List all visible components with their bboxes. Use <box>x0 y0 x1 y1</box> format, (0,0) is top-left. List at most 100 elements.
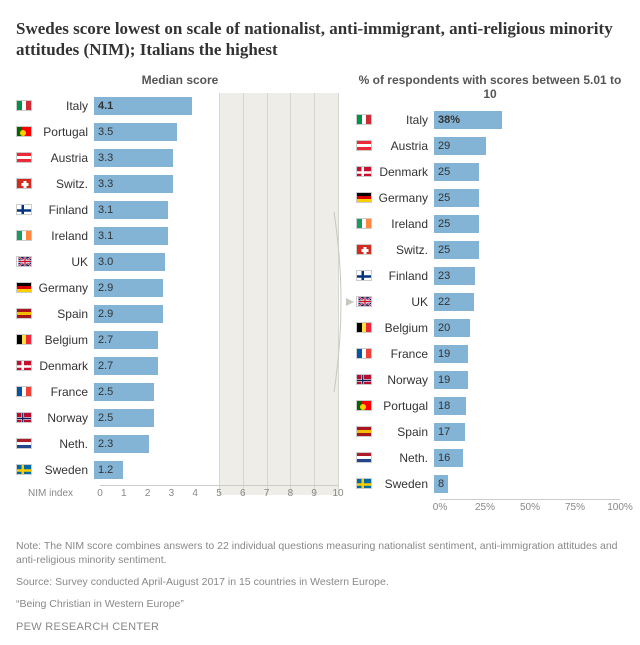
axis-tick: 7 <box>264 488 270 499</box>
bar-value: 2.5 <box>98 386 113 398</box>
bar: 2.7 <box>94 331 158 349</box>
bar-value: 3.3 <box>98 152 113 164</box>
bar-row: France 2.5 <box>16 381 344 403</box>
country-label: Norway <box>38 411 94 425</box>
bar-row: Belgium 20 <box>356 317 624 339</box>
flag-icon <box>356 114 372 125</box>
bar: 23 <box>434 267 475 285</box>
bar: 3.1 <box>94 227 168 245</box>
bar: 2.5 <box>94 409 154 427</box>
country-label: Germany <box>38 281 94 295</box>
flag-icon <box>356 192 372 203</box>
axis-tick: 25% <box>475 502 495 513</box>
country-label: Spain <box>38 307 94 321</box>
bar-value: 23 <box>438 270 450 282</box>
left-chart: Median score Italy4.1Portugal3.5Austria3… <box>16 73 344 531</box>
bar-value: 22 <box>438 296 450 308</box>
flag-icon <box>16 360 32 371</box>
bar-row: Sweden 1.2 <box>16 459 344 481</box>
bar-value: 3.5 <box>98 126 113 138</box>
left-chart-title: Median score <box>16 73 344 87</box>
bar-value: 8 <box>438 478 444 490</box>
flag-icon <box>16 308 32 319</box>
flag-icon <box>356 140 372 151</box>
left-axis: NIM index 012345678910 <box>100 485 338 517</box>
flag-icon <box>16 100 32 111</box>
flag-icon <box>16 464 32 475</box>
bar: 17 <box>434 423 465 441</box>
flag-icon <box>356 296 372 307</box>
country-label: Sweden <box>378 477 434 491</box>
flag-icon <box>356 452 372 463</box>
note-text: Note: The NIM score combines answers to … <box>16 539 624 567</box>
bar-value: 2.7 <box>98 360 113 372</box>
country-label: Sweden <box>38 463 94 477</box>
bar-row: UK22 <box>356 291 624 313</box>
bar-value: 20 <box>438 322 450 334</box>
bar-value: 2.9 <box>98 308 113 320</box>
bar-value: 3.1 <box>98 204 113 216</box>
flag-icon <box>16 126 32 137</box>
axis-tick: 0% <box>433 502 447 513</box>
bar: 19 <box>434 371 468 389</box>
bar-value: 38% <box>438 114 460 126</box>
bar: 3.3 <box>94 149 173 167</box>
bar-row: Italy4.1 <box>16 95 344 117</box>
country-label: Norway <box>378 373 434 387</box>
bar-value: 29 <box>438 140 450 152</box>
bar-row: Italy 38% <box>356 109 624 131</box>
axis-tick: 9 <box>311 488 317 499</box>
axis-tick: 1 <box>121 488 127 499</box>
bar-value: 2.7 <box>98 334 113 346</box>
bar-value: 25 <box>438 244 450 256</box>
bar: 3.1 <box>94 201 168 219</box>
axis-label: NIM index <box>28 488 73 499</box>
country-label: Belgium <box>378 321 434 335</box>
bar: 3.5 <box>94 123 177 141</box>
bar-row: Ireland 3.1 <box>16 225 344 247</box>
bar: 19 <box>434 345 468 363</box>
bar-row: Portugal18 <box>356 395 624 417</box>
bar-row: Neth.2.3 <box>16 433 344 455</box>
bar-row: Portugal3.5 <box>16 121 344 143</box>
country-label: Finland <box>378 269 434 283</box>
flag-icon <box>356 270 372 281</box>
flag-icon <box>16 178 32 189</box>
country-label: Ireland <box>38 229 94 243</box>
flag-icon <box>16 386 32 397</box>
bar-value: 3.0 <box>98 256 113 268</box>
bar-value: 3.1 <box>98 230 113 242</box>
bar-value: 16 <box>438 452 450 464</box>
axis-tick: 2 <box>145 488 151 499</box>
bar: 22 <box>434 293 474 311</box>
country-label: Neth. <box>378 451 434 465</box>
flag-icon <box>16 334 32 345</box>
country-label: Ireland <box>378 217 434 231</box>
axis-tick: 10 <box>332 488 343 499</box>
bar-row: Finland 23 <box>356 265 624 287</box>
bar-row: Sweden 8 <box>356 473 624 495</box>
bar: 4.1 <box>94 97 192 115</box>
bar-value: 2.5 <box>98 412 113 424</box>
flag-icon <box>356 322 372 333</box>
charts-container: Median score Italy4.1Portugal3.5Austria3… <box>16 73 624 531</box>
study-text: “Being Christian in Western Europe” <box>16 597 624 611</box>
country-label: Germany <box>378 191 434 205</box>
bar-value: 1.2 <box>98 464 113 476</box>
bar-value: 25 <box>438 218 450 230</box>
bar-row: Switz.3.3 <box>16 173 344 195</box>
country-label: France <box>38 385 94 399</box>
country-label: Italy <box>378 113 434 127</box>
axis-tick: 0 <box>97 488 103 499</box>
bar: 25 <box>434 189 479 207</box>
flag-icon <box>356 478 372 489</box>
flag-icon <box>16 412 32 423</box>
flag-icon <box>356 218 372 229</box>
bar-value: 4.1 <box>98 100 113 112</box>
axis-tick: 8 <box>288 488 294 499</box>
flag-icon <box>16 438 32 449</box>
country-label: Denmark <box>38 359 94 373</box>
bar-value: 2.3 <box>98 438 113 450</box>
flag-icon <box>16 230 32 241</box>
flag-icon <box>356 166 372 177</box>
